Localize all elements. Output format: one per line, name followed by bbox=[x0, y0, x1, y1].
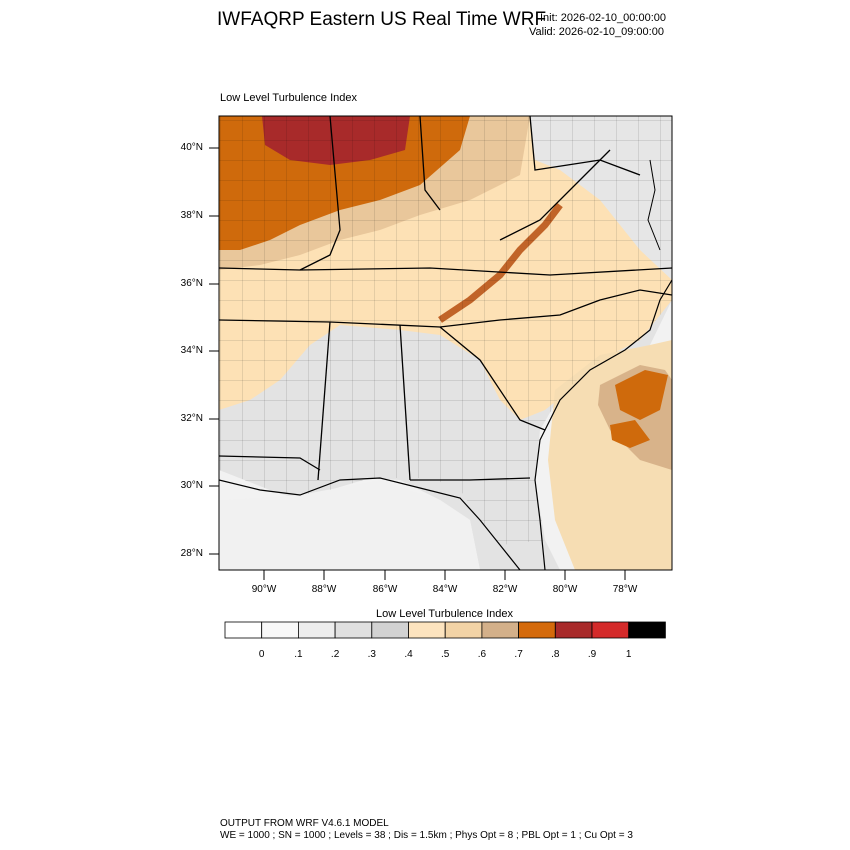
colorbar-label: 0 bbox=[258, 649, 265, 660]
colorbar-swatch bbox=[628, 621, 666, 639]
latitude-label: 34°N bbox=[180, 345, 203, 356]
colorbar-swatch bbox=[408, 621, 446, 639]
colorbar-label: .5 bbox=[441, 649, 450, 660]
latitude-label: 36°N bbox=[180, 278, 203, 289]
latitude-label: 38°N bbox=[180, 210, 203, 221]
colorbar-swatch bbox=[554, 621, 593, 639]
colorbar-title: Low Level Turbulence Index bbox=[376, 608, 513, 620]
colorbar-swatch bbox=[591, 621, 630, 639]
longitude-label: 86°W bbox=[372, 584, 398, 595]
colorbar-swatch bbox=[224, 621, 263, 639]
latitude-label: 28°N bbox=[180, 548, 203, 559]
latitude-label: 32°N bbox=[180, 413, 203, 424]
colorbar-swatch bbox=[334, 621, 373, 639]
gulf-area bbox=[219, 480, 480, 570]
colorbar-label: .8 bbox=[551, 649, 560, 660]
footer-model-line: OUTPUT FROM WRF V4.6.1 MODEL bbox=[220, 818, 389, 829]
colorbar-label: 1 bbox=[625, 649, 632, 660]
longitude-label: 78°W bbox=[612, 584, 638, 595]
colorbar-label: .6 bbox=[477, 649, 487, 660]
state-borders bbox=[219, 116, 672, 481]
latitude-label: 40°N bbox=[180, 142, 203, 153]
atlantic-high-blob bbox=[610, 420, 650, 448]
colorbar-swatch bbox=[481, 621, 519, 639]
county-lines bbox=[219, 116, 672, 545]
latitude-label: 30°N bbox=[180, 480, 203, 491]
tick-marks bbox=[209, 147, 626, 580]
main-title: IWFAQRP Eastern US Real Time WRF bbox=[217, 9, 547, 30]
longitude-label: 80°W bbox=[552, 584, 578, 595]
plot-subtitle: Low Level Turbulence Index bbox=[220, 92, 357, 104]
colorbar-swatch bbox=[518, 621, 556, 639]
colorbar-label: .3 bbox=[367, 649, 376, 660]
colorbar bbox=[224, 621, 666, 639]
colorbar-label: .7 bbox=[514, 649, 523, 660]
colorbar-swatch bbox=[371, 621, 409, 639]
colorbar-swatch bbox=[444, 621, 483, 639]
colorbar-label: .1 bbox=[294, 649, 303, 660]
coastline bbox=[219, 279, 672, 570]
atlantic-high-area bbox=[615, 370, 668, 420]
colorbar-label: .9 bbox=[587, 649, 597, 660]
longitude-label: 82°W bbox=[492, 584, 518, 595]
longitude-label: 84°W bbox=[432, 584, 458, 595]
colorbar-swatch bbox=[261, 621, 299, 639]
longitude-label: 88°W bbox=[311, 584, 337, 595]
colorbar-swatch bbox=[297, 621, 336, 639]
longitude-label: 90°W bbox=[251, 584, 277, 595]
colorbar-label: .2 bbox=[330, 649, 340, 660]
footer-options-line: WE = 1000 ; SN = 1000 ; Levels = 38 ; Di… bbox=[220, 830, 633, 841]
chesapeake-bay bbox=[647, 159, 661, 251]
colorbar-label: .4 bbox=[404, 649, 413, 660]
valid-time: Valid: 2026-02-10_09:00:00 bbox=[529, 26, 664, 38]
init-time: Init: 2026-02-10_00:00:00 bbox=[540, 12, 666, 24]
map-field bbox=[219, 116, 672, 570]
